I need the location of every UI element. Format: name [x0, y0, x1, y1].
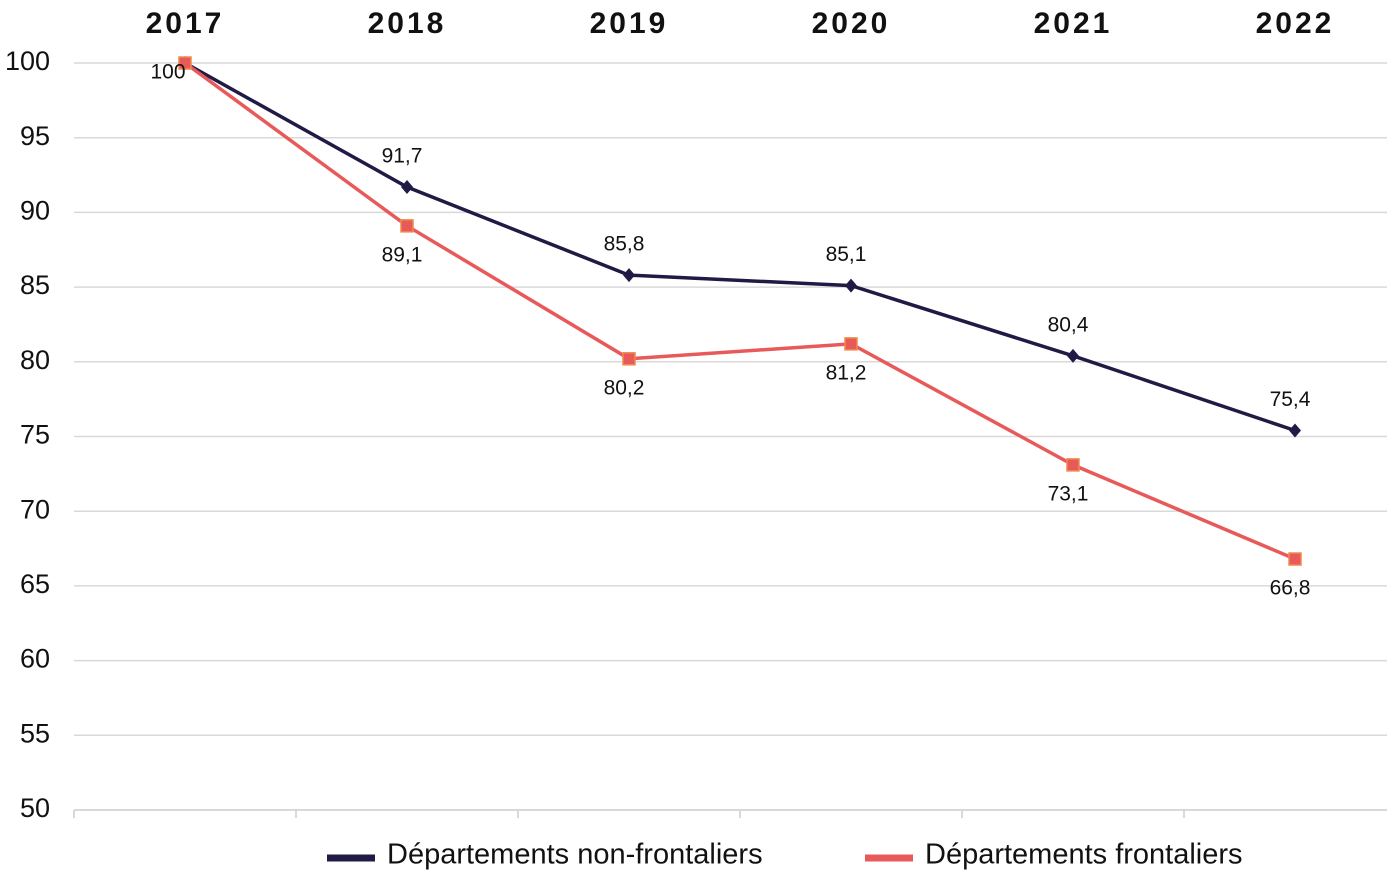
x-tick-label: 2020: [812, 7, 891, 40]
x-tick-label: 2019: [590, 7, 669, 40]
y-tick-label: 95: [20, 121, 50, 151]
legend-label: Départements frontaliers: [925, 839, 1243, 871]
data-label: 85,8: [604, 233, 645, 256]
y-tick-label: 55: [20, 718, 50, 748]
data-label: 75,4: [1270, 388, 1311, 411]
point: [623, 268, 635, 283]
data-label: 91,7: [382, 145, 423, 168]
y-tick-label: 65: [20, 569, 50, 599]
y-tick-label: 75: [20, 420, 50, 450]
data-label: 100: [150, 61, 185, 84]
data-label: 80,2: [604, 376, 645, 399]
point: [622, 352, 636, 366]
point: [400, 219, 414, 233]
point: [1289, 423, 1301, 438]
data-label: 66,8: [1270, 577, 1311, 600]
legend-label: Départements non-frontaliers: [387, 839, 763, 871]
series-line: [183, 61, 1296, 561]
data-label: 89,1: [382, 243, 423, 266]
x-tick-label: 2018: [368, 7, 447, 40]
series-line: [184, 61, 1296, 433]
x-tick-label: 2021: [1034, 7, 1113, 40]
point: [1288, 552, 1302, 566]
data-label: 73,1: [1048, 482, 1089, 505]
point: [178, 56, 192, 70]
y-tick-label: 80: [20, 345, 50, 375]
point: [845, 278, 857, 293]
point: [844, 337, 858, 351]
y-tick-label: 60: [20, 644, 50, 674]
y-tick-label: 90: [20, 196, 50, 226]
data-label: 85,1: [826, 243, 867, 266]
point: [1067, 348, 1079, 363]
y-tick-label: 50: [20, 793, 50, 823]
point: [401, 180, 413, 195]
y-tick-label: 70: [20, 494, 50, 524]
point: [1066, 458, 1080, 472]
y-tick-label: 100: [5, 46, 50, 76]
data-label: 81,2: [826, 361, 867, 384]
y-tick-label: 85: [20, 270, 50, 300]
x-tick-label: 2017: [146, 7, 225, 40]
x-tick-label: 2022: [1256, 7, 1335, 40]
data-label: 80,4: [1048, 313, 1089, 336]
